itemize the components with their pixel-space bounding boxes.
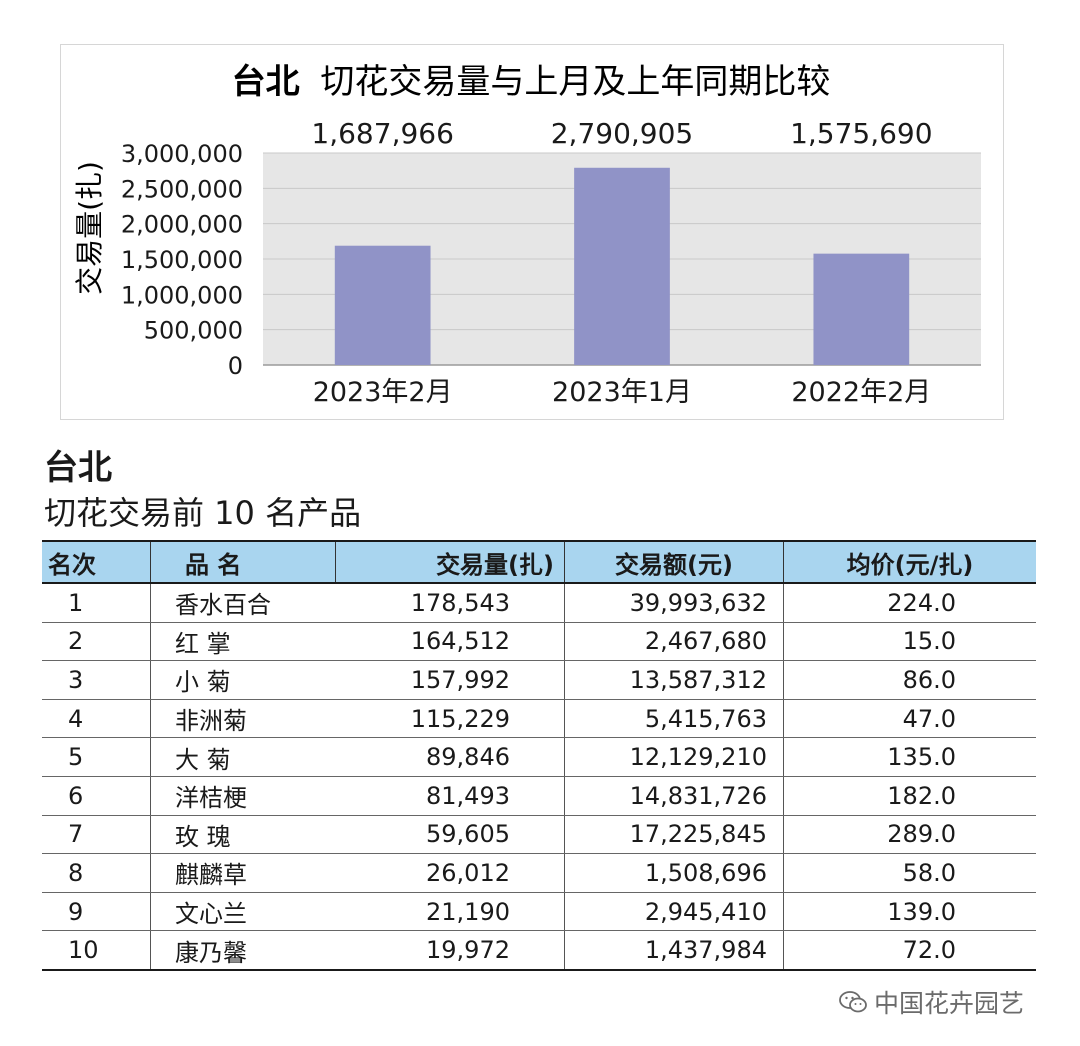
cell-avg-price: 72.0 bbox=[783, 930, 1036, 971]
cell-avg-price: 182.0 bbox=[783, 776, 1036, 816]
cell-name: 洋桔梗 bbox=[150, 776, 335, 816]
top10-table: 名次 品 名 交易量(扎) 交易额(元) 均价(元/扎) 1 香水百合 178,54… bbox=[42, 540, 1036, 971]
cell-volume: 59,605 bbox=[335, 815, 565, 855]
cell-volume: 21,190 bbox=[335, 892, 565, 932]
cell-amount: 39,993,632 bbox=[564, 583, 784, 623]
header-amount: 交易额(元) bbox=[564, 540, 784, 584]
bar bbox=[334, 245, 431, 365]
table-header-row: 名次 品 名 交易量(扎) 交易额(元) 均价(元/扎) bbox=[42, 540, 1036, 584]
cell-name: 康乃馨 bbox=[150, 930, 335, 971]
cell-amount: 5,415,763 bbox=[564, 699, 784, 739]
cell-name: 麒麟草 bbox=[150, 853, 335, 893]
data-label: 1,575,690 bbox=[790, 117, 933, 150]
chart-title-prefix: 台北 bbox=[232, 62, 300, 102]
table-row: 6 洋桔梗 81,493 14,831,726 182.0 bbox=[42, 776, 1036, 816]
watermark-text: 中国花卉园艺 bbox=[874, 989, 1025, 1018]
cell-volume: 178,543 bbox=[335, 583, 565, 623]
cell-volume: 26,012 bbox=[335, 853, 565, 893]
cell-amount: 17,225,845 bbox=[564, 815, 784, 855]
cell-amount: 1,508,696 bbox=[564, 853, 784, 893]
watermark: 中国花卉园艺 bbox=[838, 984, 1024, 1020]
cell-amount: 2,945,410 bbox=[564, 892, 784, 932]
cell-name: 香水百合 bbox=[150, 583, 335, 623]
cell-name: 大 菊 bbox=[150, 737, 335, 777]
table-row: 9 文心兰 21,190 2,945,410 139.0 bbox=[42, 892, 1036, 932]
cell-amount: 2,467,680 bbox=[564, 622, 784, 662]
cell-volume: 115,229 bbox=[335, 699, 565, 739]
cell-rank: 5 bbox=[42, 737, 151, 777]
cell-avg-price: 58.0 bbox=[783, 853, 1036, 893]
cell-avg-price: 47.0 bbox=[783, 699, 1036, 739]
cell-amount: 12,129,210 bbox=[564, 737, 784, 777]
cell-volume: 89,846 bbox=[335, 737, 565, 777]
data-label: 2,790,905 bbox=[551, 117, 694, 150]
bar bbox=[813, 253, 910, 365]
y-tick-label: 500,000 bbox=[144, 317, 243, 345]
section-title: 台北 bbox=[44, 448, 112, 488]
cell-rank: 4 bbox=[42, 699, 151, 739]
cell-amount: 1,437,984 bbox=[564, 930, 784, 971]
cell-amount: 13,587,312 bbox=[564, 660, 784, 700]
wechat-icon bbox=[839, 991, 867, 1013]
chart-frame: 台北 切花交易量与上月及上年同期比较 交易量(扎) 0 500,000 1,000,… bbox=[60, 44, 1004, 420]
cell-volume: 157,992 bbox=[335, 660, 565, 700]
data-label: 1,687,966 bbox=[311, 117, 454, 150]
y-tick-label: 0 bbox=[228, 352, 243, 380]
cell-avg-price: 224.0 bbox=[783, 583, 1036, 623]
cell-rank: 2 bbox=[42, 622, 151, 662]
y-tick-label: 1,500,000 bbox=[121, 246, 243, 274]
cell-name: 小 菊 bbox=[150, 660, 335, 700]
cell-avg-price: 86.0 bbox=[783, 660, 1036, 700]
cell-rank: 9 bbox=[42, 892, 151, 932]
y-tick-label: 2,000,000 bbox=[121, 211, 243, 239]
chart-title: 台北 切花交易量与上月及上年同期比较 bbox=[232, 62, 831, 102]
cell-avg-price: 135.0 bbox=[783, 737, 1036, 777]
cell-volume: 19,972 bbox=[335, 930, 565, 971]
section-subtitle: 切花交易前 10 名产品 bbox=[44, 494, 362, 532]
cell-rank: 3 bbox=[42, 660, 151, 700]
table-row: 10 康乃馨 19,972 1,437,984 72.0 bbox=[42, 930, 1036, 971]
cell-amount: 14,831,726 bbox=[564, 776, 784, 816]
table-row: 4 非洲菊 115,229 5,415,763 47.0 bbox=[42, 699, 1036, 739]
chart-title-rest: 切花交易量与上月及上年同期比较 bbox=[320, 62, 830, 102]
x-tick-label: 2022年2月 bbox=[791, 377, 931, 408]
table-row: 1 香水百合 178,543 39,993,632 224.0 bbox=[42, 583, 1036, 623]
cell-avg-price: 139.0 bbox=[783, 892, 1036, 932]
header-avg-price: 均价(元/扎) bbox=[783, 540, 1036, 584]
bar-chart: 台北 切花交易量与上月及上年同期比较 交易量(扎) 0 500,000 1,000,… bbox=[73, 62, 981, 408]
cell-rank: 8 bbox=[42, 853, 151, 893]
cell-volume: 164,512 bbox=[335, 622, 565, 662]
cell-avg-price: 289.0 bbox=[783, 815, 1036, 855]
cell-rank: 6 bbox=[42, 776, 151, 816]
y-tick-label: 1,000,000 bbox=[121, 281, 243, 309]
y-axis-label: 交易量(扎) bbox=[73, 161, 106, 295]
header-name: 品 名 bbox=[150, 540, 335, 584]
x-tick-label: 2023年1月 bbox=[552, 377, 692, 408]
cell-name: 红 掌 bbox=[150, 622, 335, 662]
cell-rank: 7 bbox=[42, 815, 151, 855]
y-tick-label: 3,000,000 bbox=[121, 140, 243, 168]
header-volume: 交易量(扎) bbox=[334, 540, 565, 584]
x-tick-label: 2023年2月 bbox=[313, 377, 453, 408]
cell-avg-price: 15.0 bbox=[783, 622, 1036, 662]
cell-rank: 10 bbox=[42, 930, 151, 971]
y-tick-label: 2,500,000 bbox=[121, 175, 243, 203]
cell-rank: 1 bbox=[42, 583, 151, 623]
bar bbox=[574, 167, 670, 365]
cell-name: 玫 瑰 bbox=[150, 815, 335, 855]
cell-volume: 81,493 bbox=[335, 776, 565, 816]
cell-name: 非洲菊 bbox=[150, 699, 335, 739]
table-row: 8 麒麟草 26,012 1,508,696 58.0 bbox=[42, 853, 1036, 893]
header-rank: 名次 bbox=[42, 540, 151, 584]
cell-name: 文心兰 bbox=[150, 892, 335, 932]
